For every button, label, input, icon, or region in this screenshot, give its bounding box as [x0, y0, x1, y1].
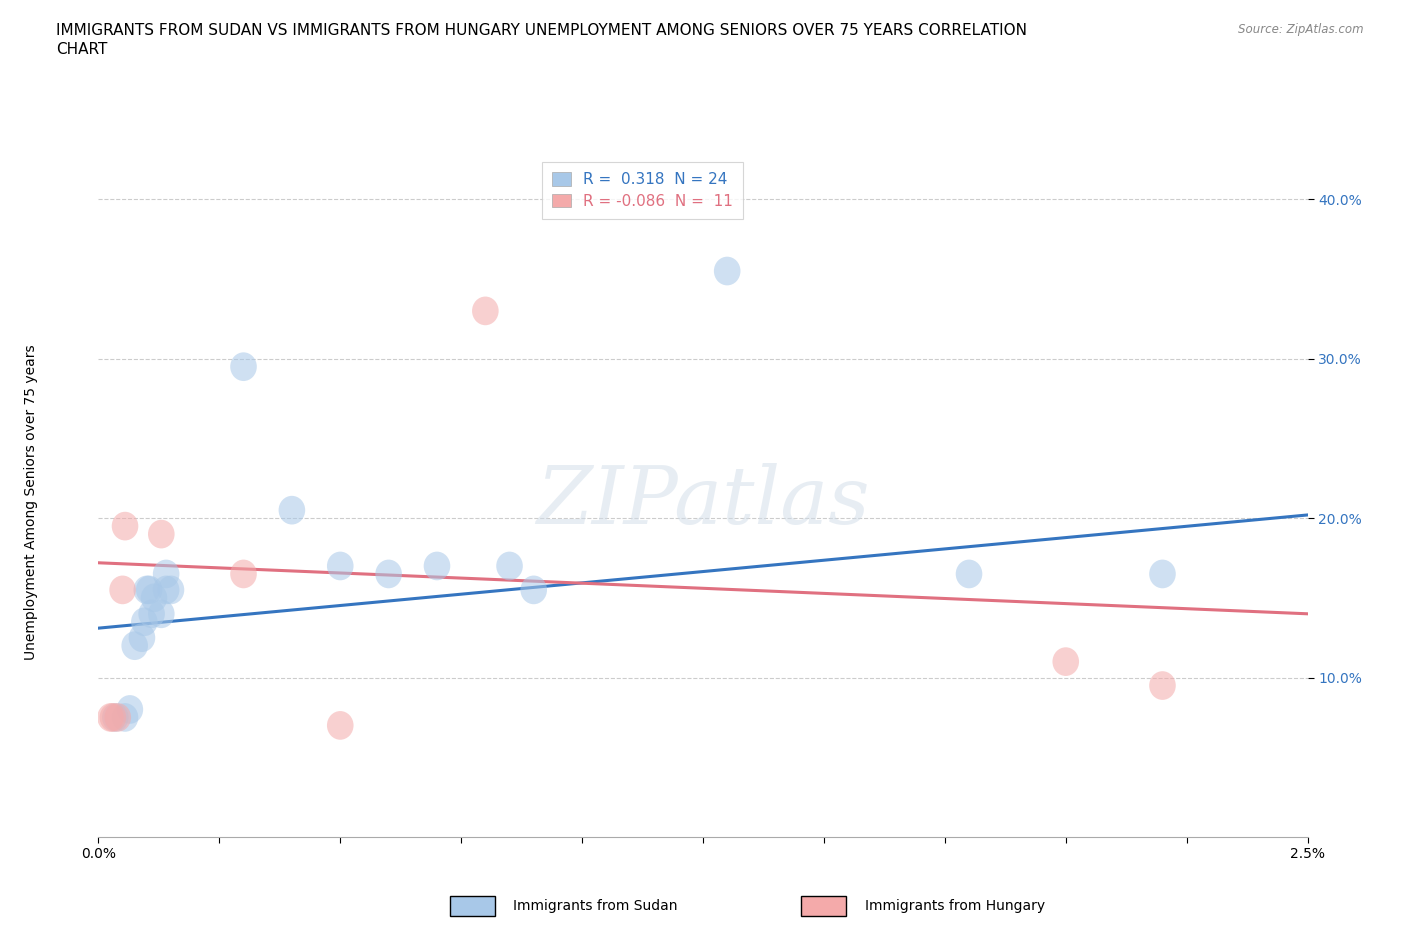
Ellipse shape: [423, 551, 450, 580]
Ellipse shape: [956, 560, 983, 589]
Text: ZIPatlas: ZIPatlas: [536, 463, 870, 541]
Ellipse shape: [129, 623, 155, 652]
Text: Immigrants from Hungary: Immigrants from Hungary: [865, 898, 1045, 913]
Ellipse shape: [231, 560, 257, 589]
Ellipse shape: [328, 551, 353, 580]
Ellipse shape: [153, 560, 180, 589]
Ellipse shape: [103, 703, 129, 732]
Text: IMMIGRANTS FROM SUDAN VS IMMIGRANTS FROM HUNGARY UNEMPLOYMENT AMONG SENIORS OVER: IMMIGRANTS FROM SUDAN VS IMMIGRANTS FROM…: [56, 23, 1028, 38]
Ellipse shape: [496, 551, 523, 580]
Ellipse shape: [148, 520, 174, 549]
Ellipse shape: [520, 576, 547, 604]
Ellipse shape: [131, 607, 157, 636]
Text: Immigrants from Sudan: Immigrants from Sudan: [513, 898, 678, 913]
Ellipse shape: [1053, 647, 1078, 676]
Legend: R =  0.318  N = 24, R = -0.086  N =  11: R = 0.318 N = 24, R = -0.086 N = 11: [541, 162, 744, 219]
Text: CHART: CHART: [56, 42, 108, 57]
Text: Source: ZipAtlas.com: Source: ZipAtlas.com: [1239, 23, 1364, 36]
Ellipse shape: [472, 297, 499, 326]
Ellipse shape: [104, 703, 131, 732]
Ellipse shape: [231, 352, 257, 381]
Ellipse shape: [121, 631, 148, 660]
Ellipse shape: [111, 512, 138, 540]
Ellipse shape: [714, 257, 741, 286]
Ellipse shape: [138, 600, 165, 628]
Ellipse shape: [136, 576, 163, 604]
Ellipse shape: [100, 703, 127, 732]
Ellipse shape: [97, 703, 124, 732]
Ellipse shape: [157, 576, 184, 604]
Ellipse shape: [111, 703, 138, 732]
Ellipse shape: [110, 576, 136, 604]
Ellipse shape: [375, 560, 402, 589]
Ellipse shape: [117, 695, 143, 724]
Ellipse shape: [328, 711, 353, 739]
Ellipse shape: [153, 576, 180, 604]
Text: Unemployment Among Seniors over 75 years: Unemployment Among Seniors over 75 years: [24, 344, 38, 660]
Ellipse shape: [278, 496, 305, 525]
Ellipse shape: [1149, 560, 1175, 589]
Ellipse shape: [1149, 671, 1175, 700]
Ellipse shape: [134, 576, 160, 604]
Ellipse shape: [148, 600, 174, 628]
Ellipse shape: [141, 583, 167, 612]
